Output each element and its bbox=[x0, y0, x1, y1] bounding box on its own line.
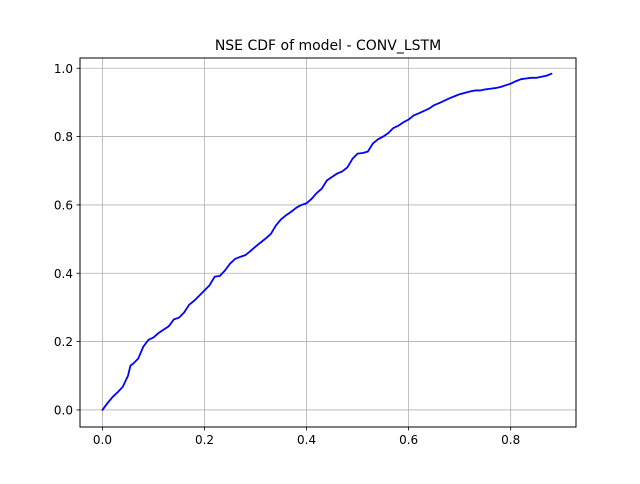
y-tick-label: 0.0 bbox=[54, 403, 73, 417]
chart-title: NSE CDF of model - CONV_LSTM bbox=[215, 38, 441, 54]
axes-frame bbox=[79, 57, 577, 428]
y-tick-label: 0.2 bbox=[54, 335, 73, 349]
y-tick-label: 1.0 bbox=[54, 62, 73, 76]
x-tick-label: 0.2 bbox=[195, 433, 214, 447]
axis-ticks: 0.0 0.2 0.4 0.6 0.8 0.0 0.2 0.4 0.6 0.8 1.0 bbox=[54, 62, 520, 447]
y-tick-label: 0.4 bbox=[54, 267, 73, 281]
y-tick-label: 0.6 bbox=[54, 198, 73, 212]
x-tick-label: 0.8 bbox=[501, 433, 520, 447]
cdf-line bbox=[101, 72, 553, 411]
grid-lines bbox=[80, 58, 576, 427]
x-tick-label: 0.4 bbox=[297, 433, 316, 447]
data-lines bbox=[101, 72, 553, 411]
x-tick-label: 0.0 bbox=[93, 433, 112, 447]
y-tick-label: 0.8 bbox=[54, 130, 73, 144]
x-tick-label: 0.6 bbox=[399, 433, 418, 447]
